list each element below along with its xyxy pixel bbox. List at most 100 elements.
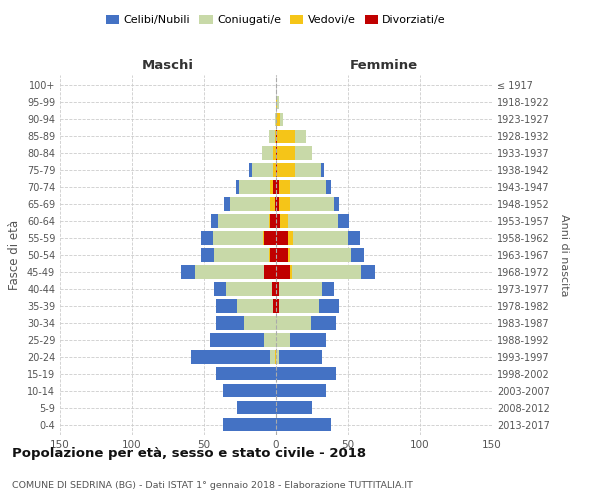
Bar — [215, 300, 276, 312]
Bar — [262, 146, 276, 160]
Bar — [270, 214, 276, 228]
Bar — [276, 198, 334, 210]
Bar — [276, 232, 293, 244]
Text: Popolazione per età, sesso e stato civile - 2018: Popolazione per età, sesso e stato civil… — [12, 448, 366, 460]
Bar — [265, 266, 276, 278]
Bar — [212, 232, 276, 244]
Bar — [270, 248, 276, 262]
Bar — [276, 164, 295, 176]
Bar — [265, 232, 276, 244]
Bar — [230, 198, 276, 210]
Bar — [201, 248, 276, 262]
Bar — [276, 334, 290, 346]
Bar — [269, 130, 276, 143]
Bar — [276, 350, 322, 364]
Bar — [191, 350, 276, 364]
Bar — [275, 112, 276, 126]
Bar — [248, 164, 276, 176]
Bar — [276, 214, 287, 228]
Bar — [276, 130, 277, 143]
Bar — [276, 198, 279, 210]
Bar — [276, 232, 359, 244]
Bar — [276, 180, 290, 194]
Bar — [244, 316, 276, 330]
Legend: Celibi/Nubili, Coniugati/e, Vedovi/e, Divorziati/e: Celibi/Nubili, Coniugati/e, Vedovi/e, Di… — [101, 10, 451, 30]
Bar — [276, 146, 312, 160]
Bar — [273, 180, 276, 194]
Bar — [239, 180, 276, 194]
Bar — [272, 282, 276, 296]
Bar — [276, 266, 361, 278]
Bar — [276, 232, 287, 244]
Bar — [196, 266, 276, 278]
Bar — [270, 180, 276, 194]
Bar — [276, 146, 312, 160]
Bar — [262, 146, 276, 160]
Bar — [218, 214, 276, 228]
Bar — [269, 214, 276, 228]
Bar — [276, 248, 364, 262]
Bar — [276, 164, 323, 176]
Bar — [276, 180, 326, 194]
Bar — [276, 232, 348, 244]
Text: Femmine: Femmine — [350, 58, 418, 71]
Y-axis label: Anni di nascita: Anni di nascita — [559, 214, 569, 296]
Bar — [276, 316, 311, 330]
Bar — [226, 282, 276, 296]
Bar — [276, 316, 337, 330]
Bar — [273, 300, 276, 312]
Bar — [276, 300, 279, 312]
Bar — [270, 350, 276, 364]
Bar — [276, 248, 287, 262]
Bar — [276, 180, 331, 194]
Bar — [236, 180, 276, 194]
Bar — [276, 334, 326, 346]
Bar — [273, 164, 276, 176]
Bar — [275, 130, 276, 143]
Bar — [276, 130, 306, 143]
Bar — [270, 198, 276, 210]
Bar — [276, 198, 290, 210]
Bar — [276, 266, 290, 278]
Bar — [276, 96, 277, 109]
Bar — [276, 198, 340, 210]
Bar — [276, 214, 349, 228]
Bar — [276, 300, 279, 312]
Bar — [211, 214, 276, 228]
Bar — [276, 180, 279, 194]
Bar — [276, 96, 279, 109]
Y-axis label: Fasce di età: Fasce di età — [8, 220, 21, 290]
Bar — [214, 282, 276, 296]
Bar — [210, 334, 276, 346]
Bar — [276, 282, 279, 296]
Bar — [276, 164, 277, 176]
Bar — [276, 300, 319, 312]
Bar — [276, 96, 279, 109]
Bar — [276, 418, 331, 432]
Bar — [272, 282, 276, 296]
Bar — [276, 282, 279, 296]
Bar — [276, 266, 376, 278]
Bar — [276, 248, 351, 262]
Bar — [251, 164, 276, 176]
Bar — [276, 164, 320, 176]
Bar — [276, 130, 306, 143]
Bar — [276, 146, 277, 160]
Bar — [269, 130, 276, 143]
Text: Maschi: Maschi — [142, 58, 194, 71]
Bar — [181, 266, 276, 278]
Bar — [276, 384, 326, 398]
Bar — [275, 198, 276, 210]
Bar — [237, 401, 276, 414]
Bar — [275, 112, 276, 126]
Bar — [275, 350, 276, 364]
Bar — [276, 367, 337, 380]
Bar — [276, 282, 322, 296]
Bar — [269, 248, 276, 262]
Bar — [224, 198, 276, 210]
Text: COMUNE DI SEDRINA (BG) - Dati ISTAT 1° gennaio 2018 - Elaborazione TUTTITALIA.IT: COMUNE DI SEDRINA (BG) - Dati ISTAT 1° g… — [12, 480, 413, 490]
Bar — [276, 350, 279, 364]
Bar — [237, 300, 276, 312]
Bar — [201, 232, 276, 244]
Bar — [276, 214, 280, 228]
